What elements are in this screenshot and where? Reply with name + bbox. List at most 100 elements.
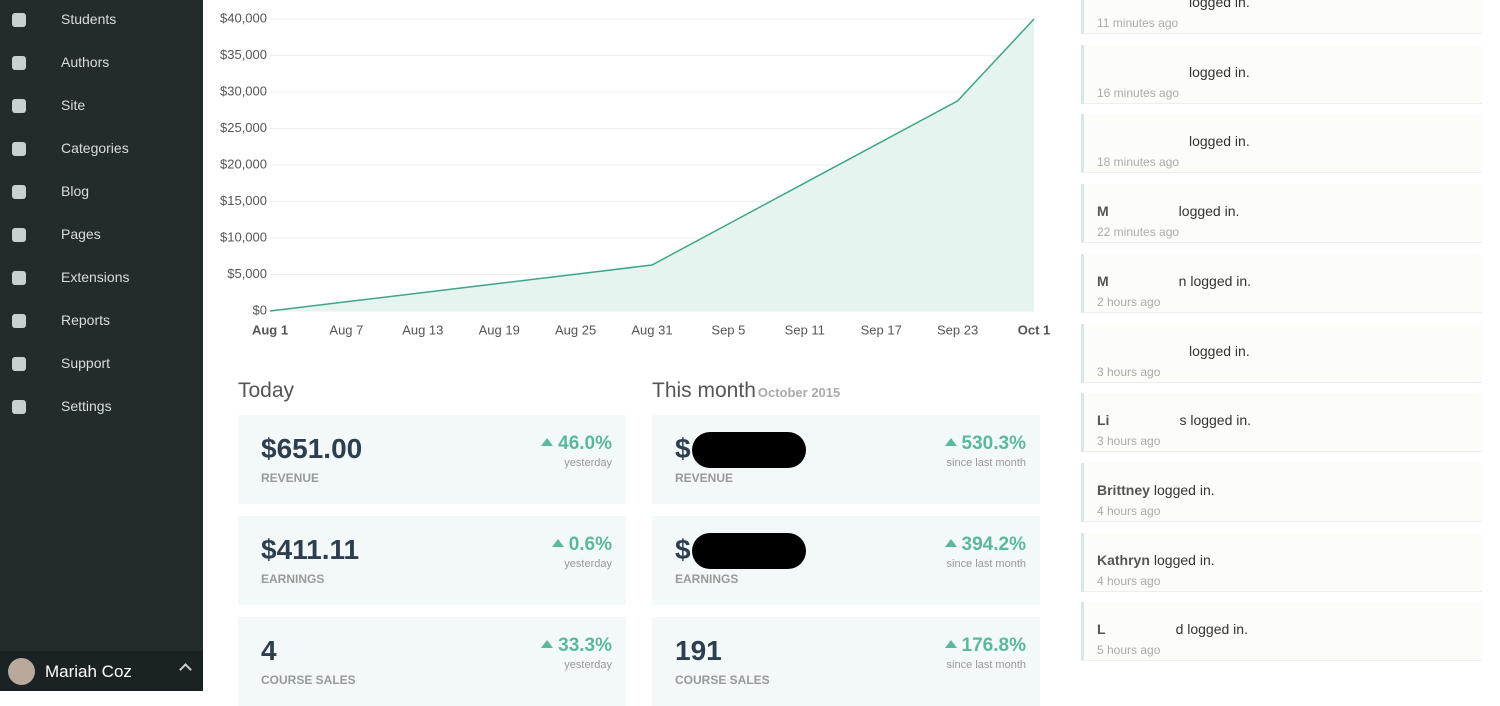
feed-item: logged in. 11 minutes ago — [1081, 0, 1482, 34]
change-value: 33.3% — [558, 635, 612, 656]
stat-label: EARNINGS — [675, 572, 739, 586]
chevron[interactable] — [179, 663, 192, 676]
stat-compare: yesterday — [564, 659, 612, 671]
feed-action: logged in. — [1153, 481, 1215, 498]
feed-time: 22 minutes ago — [1097, 225, 1180, 240]
stat-card: 191 COURSE SALES 176.8% since last month — [652, 617, 1040, 706]
nav-icon — [12, 13, 26, 27]
stat-compare: yesterday — [564, 558, 612, 570]
feed-name: Li — [1097, 412, 1110, 429]
stat-change: 530.3% — [944, 433, 1026, 455]
y-tick-label: $35,000 — [220, 47, 267, 62]
chart: $0 $5,000 $10,000 $15,000 $20,000 $25,000 $30,… — [220, 10, 1050, 337]
nav-icon — [12, 400, 26, 414]
feed-item: logged in. 16 minutes ago — [1081, 44, 1482, 104]
feed-text: Li s logged in. — [1097, 412, 1251, 428]
feed-name: Kathryn — [1097, 551, 1150, 568]
y-tick-label: $25,000 — [220, 120, 267, 135]
stat-value: $651.00 — [261, 433, 363, 464]
user-bar[interactable]: Mariah Coz — [0, 651, 203, 691]
stat-value: 191 — [675, 635, 722, 666]
stat-label: EARNINGS — [261, 572, 325, 586]
change-value: 394.2% — [961, 534, 1026, 555]
redaction — [692, 432, 806, 468]
feed-name: L — [1097, 621, 1106, 638]
user-name: Mariah Coz — [45, 662, 132, 681]
x-tick-label: Aug 13 — [402, 322, 443, 337]
nav-icon — [12, 228, 26, 242]
arrow — [944, 438, 957, 446]
feed-time: 5 hours ago — [1097, 643, 1161, 658]
feed-text: logged in. — [1189, 343, 1250, 359]
feed-action: logged in. — [1189, 133, 1250, 150]
change-value: 530.3% — [961, 433, 1026, 454]
arrow — [541, 438, 554, 446]
feed-item: logged in. 18 minutes ago — [1081, 114, 1482, 174]
nav-icon — [12, 314, 26, 328]
stat-change: 394.2% — [944, 534, 1026, 556]
avatar — [8, 658, 35, 685]
feed-item: Li s logged in. 3 hours ago — [1081, 393, 1482, 453]
feed-item: Brittney logged in. 4 hours ago — [1081, 462, 1482, 522]
arrow — [944, 539, 957, 547]
feed-action: logged in. — [1153, 551, 1215, 568]
feed-time: 4 hours ago — [1097, 503, 1161, 518]
area — [270, 19, 1034, 311]
x-tick-label: Aug 25 — [555, 322, 596, 337]
stat-value: $ — [675, 433, 691, 464]
feed-time: 16 minutes ago — [1097, 85, 1180, 100]
nav-icon — [12, 271, 26, 285]
feed-item: Kathryn logged in. 4 hours ago — [1081, 532, 1482, 592]
y-tick-label: $40,000 — [220, 10, 267, 25]
nav-item[interactable]: Pages — [61, 226, 101, 242]
nav-item[interactable]: Students — [61, 11, 117, 27]
stat-compare: yesterday — [564, 457, 612, 469]
x-tick-label: Sep 5 — [711, 322, 745, 337]
feed-time: 3 hours ago — [1097, 364, 1161, 379]
nav-item[interactable]: Categories — [61, 140, 129, 156]
x-tick-label: Aug 31 — [631, 322, 672, 337]
feed-text: Kathryn logged in. — [1097, 552, 1215, 568]
nav-item[interactable]: Reports — [61, 312, 111, 328]
nav-item[interactable]: Blog — [61, 183, 90, 199]
arrow — [551, 539, 564, 547]
x-tick-label: Sep 11 — [785, 322, 825, 337]
x-tick-label: Aug 7 — [329, 322, 363, 337]
stat-card: $ REVENUE 530.3% since last month — [652, 415, 1040, 504]
stat-compare: since last month — [946, 558, 1026, 570]
stat-label: COURSE SALES — [261, 673, 356, 687]
stat-value: 4 — [261, 635, 277, 666]
feed-time: 4 hours ago — [1097, 573, 1161, 588]
nav-item[interactable]: Settings — [61, 398, 112, 414]
nav-item[interactable]: Authors — [61, 54, 110, 70]
feed-text: logged in. — [1189, 64, 1250, 80]
stat-label: COURSE SALES — [675, 673, 770, 687]
y-tick-label: $5,000 — [227, 266, 267, 281]
stat-change: 33.3% — [541, 635, 612, 657]
stat-value: $411.11 — [261, 534, 360, 565]
arrow — [541, 640, 554, 648]
nav-item[interactable]: Site — [61, 97, 86, 113]
feed-time: 2 hours ago — [1097, 294, 1161, 309]
section-title: Today — [238, 379, 295, 402]
stat-card: $411.11 EARNINGS 0.6% yesterday — [238, 516, 626, 605]
section-subtitle: October 2015 — [757, 385, 841, 400]
stat-compare: since last month — [946, 659, 1026, 671]
stat-value: $ — [675, 534, 691, 565]
feed-action: logged in. — [1189, 63, 1250, 80]
y-tick-label: $20,000 — [220, 156, 267, 171]
feed-action: s logged in. — [1179, 412, 1252, 429]
nav-icon — [12, 99, 26, 113]
y-tick-label: $15,000 — [220, 193, 267, 208]
nav-item[interactable]: Extensions — [61, 269, 130, 285]
nav-item[interactable]: Support — [61, 355, 111, 371]
feed-action: logged in. — [1178, 203, 1240, 220]
feed-time: 11 minutes ago — [1097, 16, 1179, 30]
feed-item: logged in. 3 hours ago — [1081, 323, 1482, 383]
feed-action: logged in. — [1189, 342, 1250, 359]
